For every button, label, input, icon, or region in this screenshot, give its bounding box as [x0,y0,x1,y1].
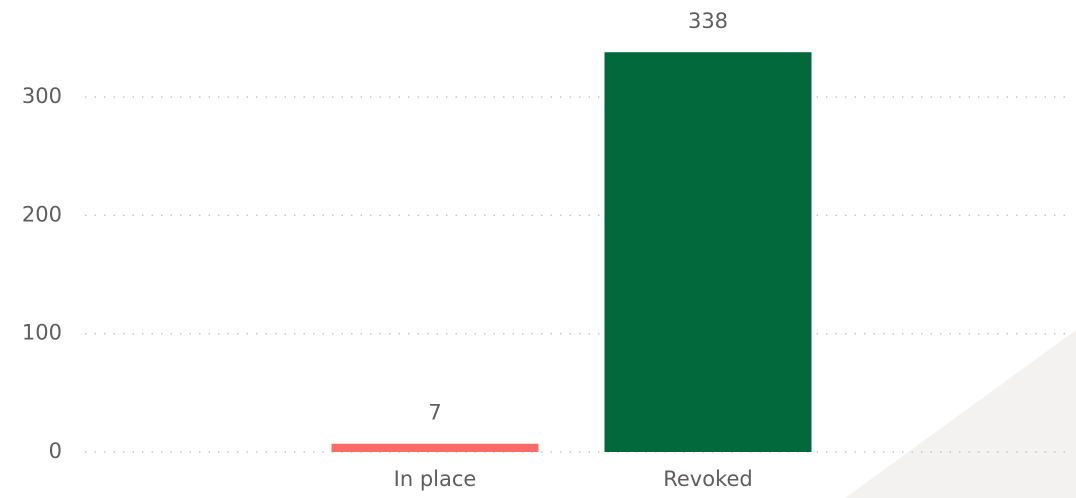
x-tick-label: Revoked [663,467,753,491]
x-tick-label: In place [394,467,477,491]
y-tick-label: 300 [22,84,62,108]
y-tick-label: 200 [22,202,62,226]
y-tick-label: 100 [22,321,62,345]
data-label: 338 [688,9,728,33]
background-shape [845,330,1076,498]
bar [604,52,812,453]
bar [331,443,539,452]
data-label: 7 [428,401,441,425]
y-tick-label: 0 [49,439,62,463]
